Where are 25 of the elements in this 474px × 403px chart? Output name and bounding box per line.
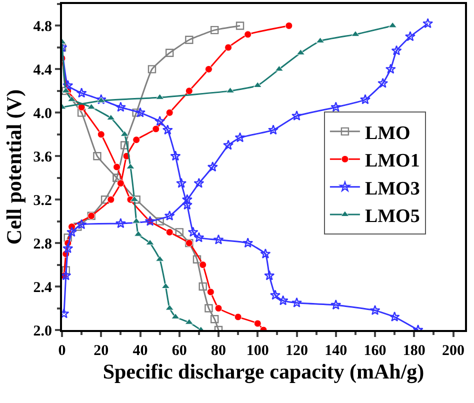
x-tick-label: 60	[172, 343, 187, 359]
x-tick-label: 180	[402, 343, 426, 359]
legend-label: LMO1	[364, 150, 420, 172]
y-tick-label: 3.6	[33, 149, 52, 166]
x-tick-label: 200	[442, 343, 465, 359]
y-tick-label: 4.8	[33, 18, 52, 35]
y-tick-label: 2.4	[33, 280, 52, 296]
x-tick-label: 40	[132, 343, 148, 359]
x-tick-label: 160	[364, 343, 386, 359]
x-tick-label: 140	[324, 343, 348, 359]
x-axis-title: Specific discharge capacity (mAh/g)	[102, 360, 424, 384]
x-tick-label: 80	[211, 343, 226, 359]
x-tick-label: 0	[58, 343, 66, 359]
y-tick-label: 3.2	[33, 192, 52, 209]
legend-label: LMO5	[364, 206, 420, 227]
legend-label: LMO	[364, 122, 410, 144]
y-tick-label: 2.8	[33, 236, 52, 252]
x-tick-label: 120	[286, 343, 308, 359]
y-tick-label: 4.4	[33, 62, 52, 78]
y-tick-label: 2.0	[33, 323, 52, 340]
y-tick-label: 4.0	[33, 106, 52, 122]
x-tick-label: 20	[94, 343, 109, 359]
x-tick-label: 100	[246, 343, 269, 359]
legend-label: LMO3	[364, 178, 420, 200]
y-axis-title: Cell potential (V)	[2, 89, 26, 245]
